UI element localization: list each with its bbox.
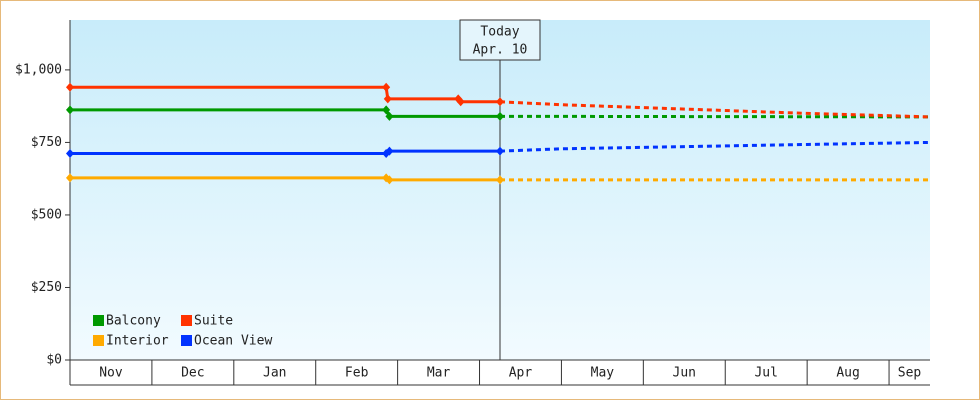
legend-label: Balcony [106,314,161,329]
x-tick-label: Jul [754,366,777,381]
legend-swatch [181,335,192,346]
x-tick-label: Apr [509,366,533,381]
x-tick-label: Aug [836,366,859,381]
x-tick-label: Sep [898,366,922,381]
legend-swatch [93,315,104,326]
x-tick-label: May [591,366,615,381]
point-marker [66,148,74,158]
point-marker [382,82,391,92]
point-marker [383,94,392,104]
point-marker [66,82,74,92]
y-tick-label: $1,000 [15,62,62,77]
point-marker [66,105,74,115]
y-tick-label: $750 [31,135,62,150]
x-tick-label: Mar [427,366,451,381]
forecast-line [499,140,931,153]
point-marker [385,146,394,156]
point-marker [456,97,465,107]
legend-label: Suite [194,314,233,329]
x-tick-label: Jan [263,366,286,381]
y-tick-label: $0 [46,353,62,368]
y-tick-label: $500 [31,207,62,222]
x-tick-label: Jun [673,366,696,381]
point-marker [496,97,504,107]
today-label: Today [480,25,519,40]
forecast-line [499,100,931,119]
point-marker [496,175,504,185]
x-tick-label: Dec [181,366,204,381]
point-marker [385,111,394,121]
today-label: Apr. 10 [473,43,528,58]
legend-label: Ocean View [194,334,272,349]
point-marker [382,105,391,115]
y-tick-label: $250 [31,280,62,295]
legend-label: Interior [106,334,169,349]
point-marker [496,146,504,156]
x-tick-label: Nov [99,366,123,381]
legend-swatch [181,315,192,326]
point-marker [66,173,74,183]
point-marker [385,175,394,185]
price-line [70,85,500,104]
price-line [70,108,500,118]
x-tick-label: Feb [345,366,369,381]
today-box [459,19,541,61]
legend-swatch [93,335,104,346]
point-marker [496,111,504,121]
